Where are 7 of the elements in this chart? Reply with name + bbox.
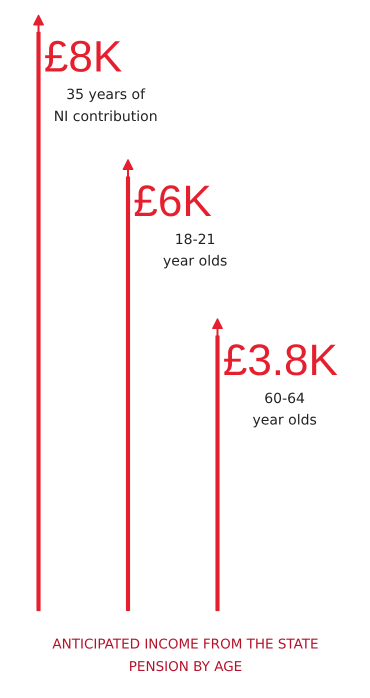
data-label: £8K bbox=[44, 32, 122, 82]
annotation: 18-21 year olds bbox=[162, 232, 228, 270]
annotation: 35 years of NI contribution bbox=[54, 87, 158, 125]
data-label: £3.8K bbox=[222, 336, 338, 385]
data-label: £6K bbox=[133, 176, 212, 226]
annotation: 60-64 year olds bbox=[252, 390, 317, 428]
text: ANTICIPATED INCOME FROM THE STATE PENSION BY AGE bbox=[52, 636, 319, 676]
